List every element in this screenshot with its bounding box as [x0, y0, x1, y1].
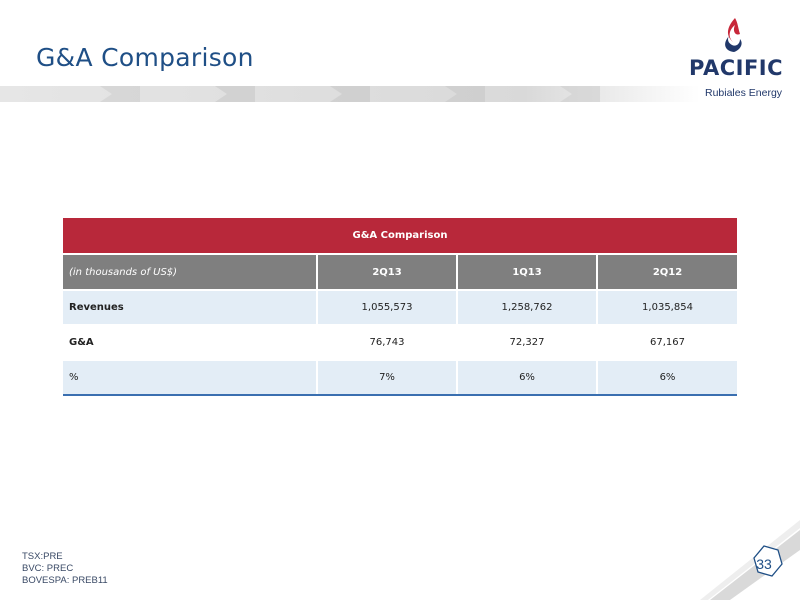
column-header: 1Q13 — [457, 253, 598, 290]
table-cell: 67,167 — [597, 324, 737, 360]
logo-wordmark: Pacific — [689, 56, 784, 80]
table-cell: 72,327 — [457, 324, 598, 360]
table-cell: 1,258,762 — [457, 289, 598, 325]
table-caption: G&A Comparison — [63, 218, 737, 254]
ga-comparison-table: G&A Comparison (in thousands of US$) 2Q1… — [63, 218, 737, 396]
column-header: 2Q12 — [597, 253, 737, 290]
ticker-line: BVC: PREC — [22, 563, 74, 574]
table-cell: 76,743 — [317, 324, 458, 360]
page-corner-decoration — [700, 520, 800, 600]
unit-label: (in thousands of US$) — [63, 253, 318, 290]
row-label: Revenues — [63, 289, 318, 325]
table-row-percent: % 7% 6% 6% — [63, 359, 737, 396]
row-label: G&A — [63, 324, 318, 360]
pacific-flame-logo-icon — [725, 18, 742, 52]
column-header: 2Q13 — [317, 253, 458, 290]
table-cell: 1,055,573 — [317, 289, 458, 325]
row-label: % — [63, 359, 318, 396]
page-number: 33 — [756, 556, 772, 572]
table-cell: 7% — [317, 359, 458, 396]
table-cell: 1,035,854 — [597, 289, 737, 325]
slide-title: G&A Comparison — [36, 43, 254, 72]
page-number-badge-icon — [753, 545, 783, 577]
ticker-line: BOVESPA: PREB11 — [22, 575, 108, 586]
ticker-line: TSX:PRE — [22, 551, 63, 562]
decorative-arrow-band — [0, 86, 700, 102]
table-header-row: (in thousands of US$) 2Q13 1Q13 2Q12 — [63, 253, 737, 290]
table-row-revenues: Revenues 1,055,573 1,258,762 1,035,854 — [63, 289, 737, 325]
table-caption-row: G&A Comparison — [63, 218, 737, 254]
table-row-ga: G&A 76,743 72,327 67,167 — [63, 324, 737, 360]
logo-subtitle: Rubiales Energy — [705, 87, 783, 99]
stock-tickers: TSX:PRE BVC: PREC BOVESPA: PREB11 — [22, 551, 108, 587]
table-cell: 6% — [597, 359, 737, 396]
table-cell: 6% — [457, 359, 598, 396]
